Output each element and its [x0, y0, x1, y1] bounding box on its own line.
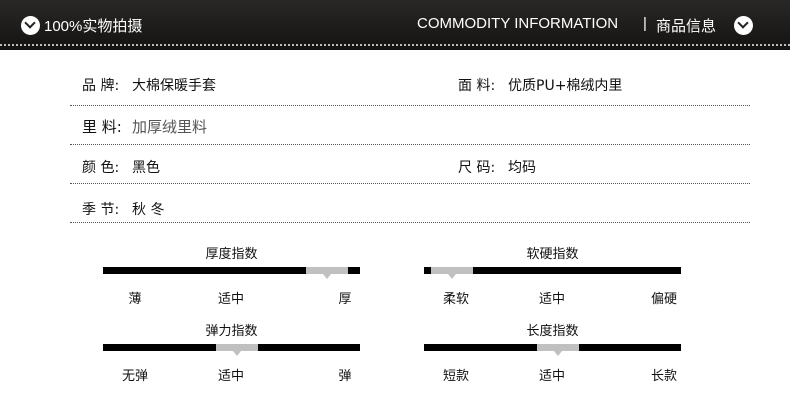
- info-size: 尺 码: 均码: [458, 160, 536, 176]
- header-banner: 100%实物拍摄 COMMODITY INFORMATION | 商品信息: [0, 0, 790, 50]
- chevron-down-icon: [21, 16, 40, 35]
- info-color: 颜 色: 黑色: [82, 160, 160, 176]
- gauge-tick-high: 长款: [650, 369, 678, 384]
- gauge-title: 厚度指数: [205, 247, 258, 262]
- gauge-tick-mid: 适中: [538, 292, 566, 307]
- header-title-en: COMMODITY INFORMATION: [417, 15, 619, 32]
- divider: [70, 222, 750, 223]
- gauge-title: 软硬指数: [526, 247, 579, 262]
- info-fabric: 面 料: 优质PU+棉绒内里: [458, 78, 623, 94]
- gauge-tick-low: 薄: [128, 292, 142, 307]
- gauge-bar: [424, 344, 681, 356]
- gauge-indicator: [431, 267, 474, 279]
- info-brand: 品 牌: 大棉保暖手套: [82, 78, 216, 94]
- gauge-indicator: [215, 344, 258, 356]
- divider: [70, 144, 750, 145]
- gauge-tick-low: 柔软: [442, 292, 470, 307]
- gauge-indicator: [536, 344, 579, 356]
- gauge-bar: [103, 267, 360, 279]
- info-lining: 里 料: 加厚绒里料: [82, 118, 208, 136]
- gauge-tick-high: 厚: [338, 292, 352, 307]
- gauge-tick-mid: 适中: [217, 369, 245, 384]
- gauge-indicator: [305, 267, 348, 279]
- gauge-tick-mid: 适中: [217, 292, 245, 307]
- gauge-tick-low: 短款: [442, 369, 470, 384]
- divider: [70, 105, 750, 106]
- header-title-cn: 商品信息: [656, 18, 717, 35]
- gauge-title: 弹力指数: [205, 324, 258, 339]
- header-left-text: 100%实物拍摄: [44, 18, 143, 35]
- info-season: 季 节: 秋 冬: [82, 202, 165, 218]
- gauge-bar: [103, 344, 360, 356]
- gauge-bar: [424, 267, 681, 279]
- header-divider: |: [643, 15, 647, 32]
- chevron-down-icon: [734, 16, 753, 35]
- dotted-border: [0, 44, 790, 46]
- divider: [70, 183, 750, 184]
- gauge-tick-high: 偏硬: [650, 292, 678, 307]
- gauge-tick-mid: 适中: [538, 369, 566, 384]
- gauge-tick-low: 无弹: [121, 369, 149, 384]
- gauge-title: 长度指数: [526, 324, 579, 339]
- gauge-tick-high: 弹: [338, 369, 352, 384]
